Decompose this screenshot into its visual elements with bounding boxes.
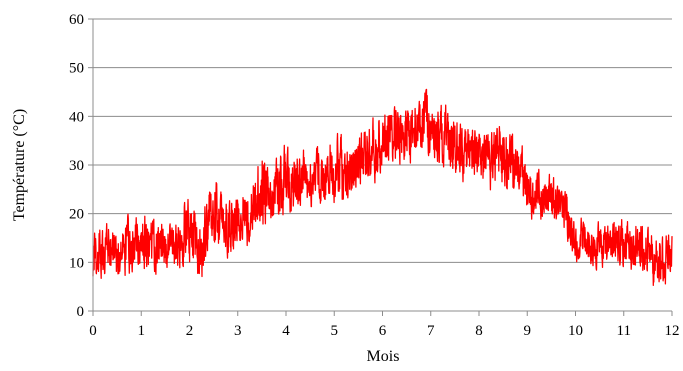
y-tick-label-0: 0 bbox=[77, 304, 85, 320]
plot-area bbox=[92, 88, 673, 287]
x-tick-label-3: 3 bbox=[234, 323, 242, 339]
x-tick-label-11: 11 bbox=[617, 323, 631, 339]
y-axis-ticks: 0 10 20 30 40 50 60 bbox=[69, 12, 93, 320]
x-axis-ticks: 0 1 2 3 4 5 6 7 8 9 10 11 12 bbox=[89, 311, 680, 339]
y-tick-label-10: 10 bbox=[69, 255, 84, 271]
x-tick-label-8: 8 bbox=[475, 323, 483, 339]
y-tick-label-20: 20 bbox=[69, 207, 84, 223]
y-tick-label-40: 40 bbox=[69, 109, 84, 125]
temperature-series-line bbox=[92, 88, 673, 287]
x-tick-label-2: 2 bbox=[186, 323, 194, 339]
x-tick-label-6: 6 bbox=[379, 323, 387, 339]
x-tick-label-1: 1 bbox=[138, 323, 146, 339]
x-axis-title: Mois bbox=[367, 348, 400, 365]
x-tick-label-12: 12 bbox=[665, 323, 680, 339]
x-tick-label-4: 4 bbox=[282, 323, 290, 339]
y-tick-label-50: 50 bbox=[69, 61, 84, 77]
x-tick-label-5: 5 bbox=[331, 323, 339, 339]
y-tick-label-30: 30 bbox=[69, 158, 84, 174]
x-tick-label-10: 10 bbox=[568, 323, 583, 339]
y-axis-title: Température (°C) bbox=[11, 109, 28, 221]
gridlines bbox=[93, 18, 672, 263]
x-tick-label-7: 7 bbox=[427, 323, 435, 339]
y-tick-label-60: 60 bbox=[69, 12, 84, 28]
x-tick-label-0: 0 bbox=[89, 323, 97, 339]
x-tick-label-9: 9 bbox=[524, 323, 532, 339]
